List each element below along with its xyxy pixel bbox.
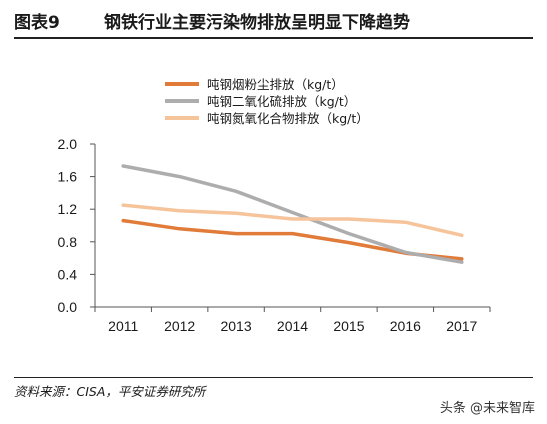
y-tick-label: 0.4 [58,266,78,282]
x-tick-label: 2011 [108,318,138,334]
x-tick-label: 2013 [220,318,251,334]
legend-label-3: 吨钢氮氧化合物排放（kg/t） [207,111,369,126]
y-tick-label: 0.8 [58,234,78,250]
x-tick-label: 2015 [333,318,364,334]
legend-label-2: 吨钢二氧化硫排放（kg/t） [207,94,356,109]
watermark: 头条 @未来智库 [440,397,535,416]
x-tick-label: 2012 [164,318,195,334]
y-tick-label: 2.0 [58,136,78,152]
series-line-2 [121,164,464,264]
figure-number: 图表9 [14,12,60,33]
line-chart: 0.0 0.4 0.8 1.2 1.6 2.0 2011 2012 2013 2014 2015 20… [58,77,491,334]
figure-header: 图表9 钢铁行业主要污染物排放呈明显下降趋势 [14,6,534,34]
header-rule [14,37,533,39]
legend-label-1: 吨钢烟粉尘排放（kg/t） [207,77,344,92]
source-rule [14,377,533,378]
y-tick-label: 1.6 [58,169,78,185]
x-tick-label: 2017 [446,318,477,334]
series-line-3 [121,203,464,238]
watermark-text: 头条 @未来智库 [439,401,535,416]
y-tick-label: 0.0 [58,299,78,315]
x-tick-label: 2014 [277,318,308,334]
source-note: 资料来源：CISA，平安证券研究所 [14,384,206,399]
x-tick-label: 2016 [390,318,421,334]
figure-title: 钢铁行业主要污染物排放呈明显下降趋势 [104,12,410,33]
y-tick-label: 1.2 [58,201,78,217]
